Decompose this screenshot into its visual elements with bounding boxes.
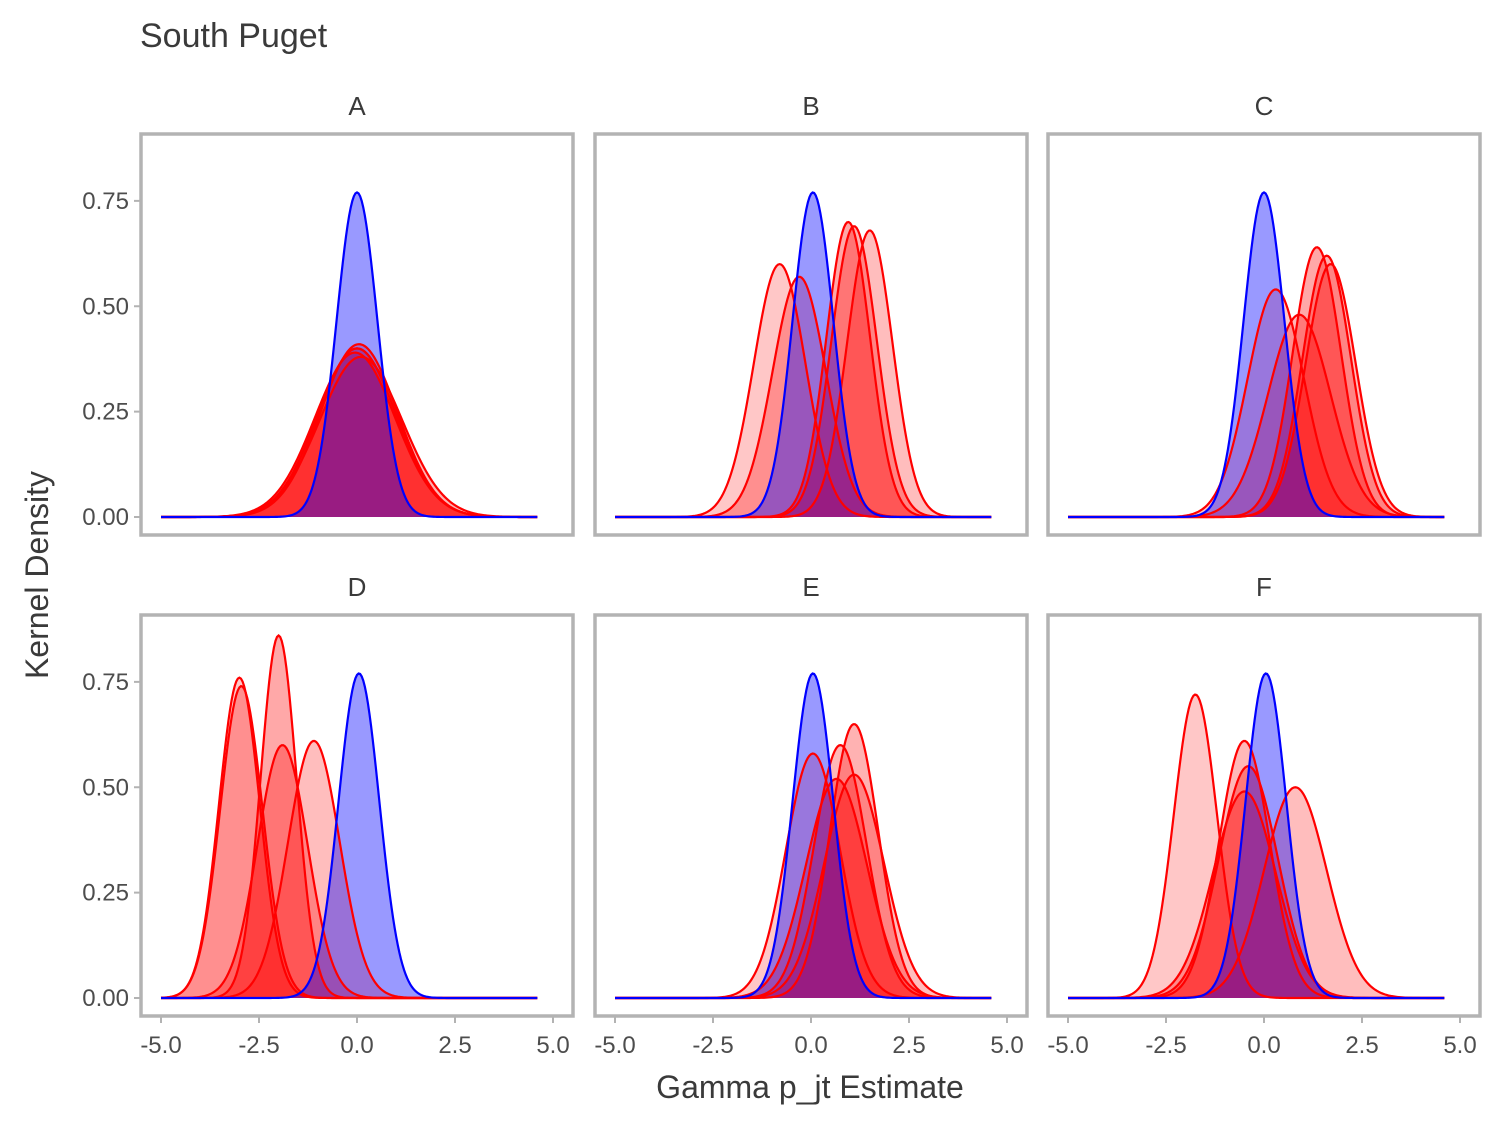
prior-density-line — [1068, 191, 1445, 519]
y-tick-label: 0.75 — [82, 669, 129, 696]
x-tick-label: 0.0 — [794, 1032, 827, 1059]
panel-label: C — [1255, 91, 1274, 121]
posterior-density-fill — [161, 741, 538, 998]
x-tick-label: -2.5 — [692, 1032, 733, 1059]
panel-label: A — [348, 91, 366, 121]
y-tick-label: 0.50 — [82, 293, 129, 320]
panel-c: C — [1046, 91, 1482, 537]
posterior-density-fill — [1068, 314, 1445, 517]
posterior-density-fill — [1068, 264, 1445, 517]
x-tick-label: -5.0 — [594, 1032, 635, 1059]
panels-layer: A 0.00 0.25 0.50 0.75 B C D 0.00 0.25 0.50 0.75 -5.0… — [82, 91, 1482, 1059]
y-axis-title: Kernel Density — [19, 471, 55, 679]
posterior-density-fill — [615, 778, 992, 998]
posterior-density-fill — [1068, 766, 1445, 998]
panel-label: E — [802, 572, 819, 602]
prior-density-fill — [161, 673, 538, 998]
posterior-density-fill — [1068, 694, 1445, 998]
posterior-density-fill — [161, 745, 538, 998]
posterior-density-fill — [161, 348, 538, 517]
x-tick-label: -5.0 — [140, 1032, 181, 1059]
x-tick-label: 5.0 — [990, 1032, 1023, 1059]
panel-border — [139, 132, 575, 537]
prior-density-line — [1068, 672, 1445, 1000]
y-tick-label: 0.00 — [82, 985, 129, 1012]
panel-d: D 0.00 0.25 0.50 0.75 -5.0 -2.5 0.0 2.5 5.0 — [82, 572, 575, 1059]
x-tick-label: 0.0 — [1247, 1032, 1280, 1059]
posterior-density-fill — [615, 230, 992, 518]
y-tick-label: 0.25 — [82, 880, 129, 907]
posterior-density-fill — [1068, 787, 1445, 998]
posterior-density-fill — [161, 635, 538, 998]
x-axis-title: Gamma p_jt Estimate — [656, 1069, 964, 1105]
x-tick-label: -2.5 — [1145, 1032, 1186, 1059]
x-tick-label: -5.0 — [1047, 1032, 1088, 1059]
y-tick-label: 0.50 — [82, 774, 129, 801]
prior-density-line — [615, 191, 992, 519]
panel-a: A 0.00 0.25 0.50 0.75 — [82, 91, 575, 537]
posterior-density-fill — [161, 352, 538, 517]
prior-density-fill — [1068, 673, 1445, 998]
chart-title: South Puget — [140, 17, 328, 55]
panel-label: B — [802, 91, 819, 121]
posterior-density-fill — [1068, 791, 1445, 998]
posterior-density-fill — [1068, 255, 1445, 518]
x-tick-label: 0.0 — [340, 1032, 373, 1059]
y-tick-label: 0.75 — [82, 188, 129, 215]
posterior-density-fill — [615, 276, 992, 517]
posterior-density-fill — [1068, 741, 1445, 998]
posterior-density-fill — [615, 264, 992, 517]
prior-density-line — [615, 672, 992, 1000]
posterior-density-fill — [1068, 289, 1445, 517]
panel-border — [593, 132, 1029, 537]
posterior-density-fill — [161, 348, 538, 517]
posterior-density-fill — [161, 677, 538, 998]
panel-e: E -5.0 -2.5 0.0 2.5 5.0 — [593, 572, 1029, 1059]
prior-density-line — [161, 191, 538, 519]
posterior-density-fill — [161, 356, 538, 517]
posterior-density-fill — [161, 344, 538, 517]
x-tick-label: 2.5 — [1345, 1032, 1378, 1059]
panel-label: D — [348, 572, 367, 602]
x-tick-label: 5.0 — [1443, 1032, 1476, 1059]
x-tick-label: 2.5 — [892, 1032, 925, 1059]
panel-b: B — [593, 91, 1029, 537]
posterior-density-fill — [1068, 247, 1445, 517]
panel-border — [1046, 132, 1482, 537]
x-tick-label: 5.0 — [536, 1032, 569, 1059]
x-tick-label: -2.5 — [238, 1032, 279, 1059]
y-tick-label: 0.25 — [82, 399, 129, 426]
x-tick-label: 2.5 — [438, 1032, 471, 1059]
panel-label: F — [1256, 572, 1272, 602]
prior-density-line — [161, 672, 538, 1000]
panel-f: F -5.0 -2.5 0.0 2.5 5.0 — [1046, 572, 1482, 1059]
prior-density-fill — [1068, 192, 1445, 517]
prior-density-fill — [615, 673, 992, 998]
y-tick-label: 0.00 — [82, 504, 129, 531]
